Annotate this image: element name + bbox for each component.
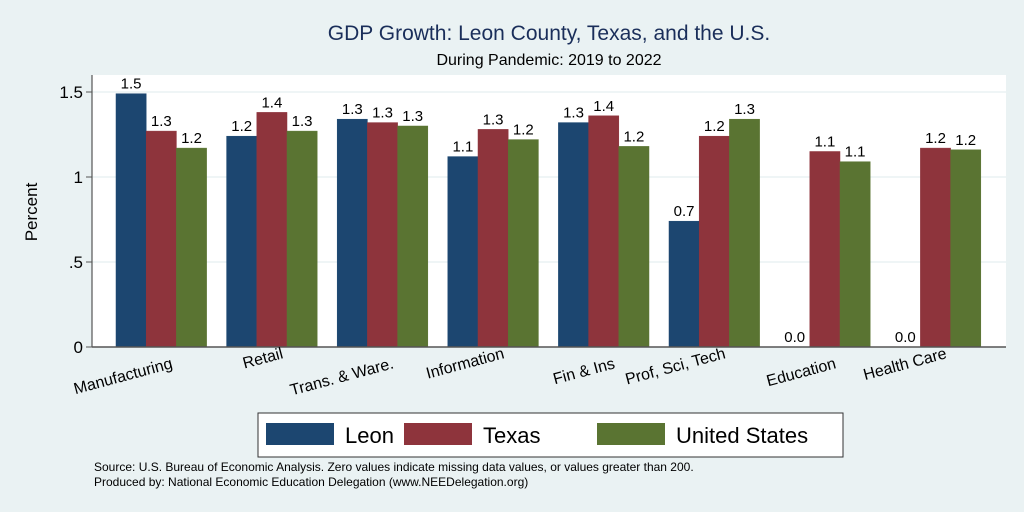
value-label-texas: 1.4 <box>261 94 282 111</box>
x-tick-label: Education <box>765 355 838 390</box>
x-tick-label: Health Care <box>862 345 949 384</box>
bar-texas <box>256 112 288 348</box>
x-tick-label: Retail <box>241 345 285 372</box>
produced-by-note: Produced by: National Economic Education… <box>94 475 528 489</box>
bar-united-states <box>397 125 429 348</box>
value-label-leon: 0.7 <box>674 203 695 220</box>
bar-texas <box>809 151 841 348</box>
value-label-united-states: 1.3 <box>292 113 313 130</box>
value-label-texas: 1.3 <box>372 105 393 122</box>
bar-leon <box>558 122 589 348</box>
x-tick-label: Information <box>424 345 506 382</box>
bar-texas <box>588 115 620 348</box>
legend-swatch-leon <box>266 423 334 445</box>
bar-texas <box>145 130 177 348</box>
legend-label-texas: Texas <box>483 423 540 448</box>
value-label-united-states: 1.2 <box>623 128 644 145</box>
value-label-texas: 1.3 <box>483 111 504 128</box>
bar-texas <box>920 147 951 348</box>
value-label-texas: 1.4 <box>593 98 614 115</box>
bar-united-states <box>176 147 207 348</box>
y-axis-title: Percent <box>22 182 41 241</box>
legend-swatch-united-states <box>597 423 665 445</box>
value-label-leon: 0.0 <box>895 329 916 346</box>
legend-swatch-texas <box>404 423 472 445</box>
value-label-leon: 1.3 <box>563 105 584 122</box>
value-label-united-states: 1.3 <box>734 101 755 118</box>
bar-united-states <box>507 139 539 348</box>
chart-subtitle: During Pandemic: 2019 to 2022 <box>436 52 661 69</box>
value-label-united-states: 1.2 <box>955 132 976 149</box>
y-ticks: 0 .5 1 1.5 <box>59 83 92 357</box>
value-label-united-states: 1.2 <box>513 122 534 139</box>
x-tick-label: Prof, Sci, Tech <box>624 345 728 388</box>
bar-leon <box>668 220 700 348</box>
value-label-leon: 1.1 <box>452 139 473 156</box>
legend-label-leon: Leon <box>345 423 394 448</box>
source-note: Source: U.S. Bureau of Economic Analysis… <box>94 460 694 474</box>
value-label-leon: 1.2 <box>231 118 252 135</box>
bar-united-states <box>286 130 318 348</box>
value-label-texas: 1.1 <box>814 134 835 151</box>
y-tick-label: 1.5 <box>59 83 83 102</box>
value-label-leon: 1.3 <box>342 101 363 118</box>
bar-leon <box>226 135 258 348</box>
x-tick-label: Fin & Ins <box>551 355 616 388</box>
bar-texas <box>367 122 398 348</box>
y-tick-label: 1 <box>74 168 83 187</box>
y-tick-label: 0 <box>74 338 83 357</box>
value-label-leon: 1.5 <box>121 76 142 93</box>
bar-united-states <box>950 149 982 348</box>
bar-texas <box>477 129 509 348</box>
bar-texas <box>698 135 730 348</box>
value-label-united-states: 1.3 <box>402 108 423 125</box>
bar-united-states <box>729 118 760 348</box>
bar-leon <box>115 93 147 348</box>
value-label-leon: 0.0 <box>784 329 805 346</box>
legend-box <box>257 412 844 458</box>
x-tick-label: Manufacturing <box>72 355 174 398</box>
chart-title: GDP Growth: Leon County, Texas, and the … <box>328 22 770 45</box>
category-labels: Manufacturing Retail Trans. & Ware. Informa… <box>72 345 949 399</box>
bar-united-states <box>618 146 650 348</box>
bar-leon <box>336 118 368 348</box>
bar-united-states <box>839 161 871 348</box>
value-label-texas: 1.3 <box>151 113 172 130</box>
value-labels: 1.5 1.3 1.2 1.2 1.4 1.3 1.3 1.3 1.3 1.1 1.3 1.2 1.3 1… <box>121 76 976 346</box>
value-label-texas: 1.2 <box>925 130 946 147</box>
y-tick-label: .5 <box>69 253 83 272</box>
value-label-texas: 1.2 <box>704 118 725 135</box>
x-tick-label: Trans. & Ware. <box>288 355 395 399</box>
value-label-united-states: 1.1 <box>845 144 866 161</box>
bar-leon <box>447 156 479 348</box>
value-label-united-states: 1.2 <box>181 130 202 147</box>
bars <box>115 93 982 348</box>
legend: Leon Texas United States <box>257 412 844 458</box>
legend-label-united-states: United States <box>676 423 808 448</box>
